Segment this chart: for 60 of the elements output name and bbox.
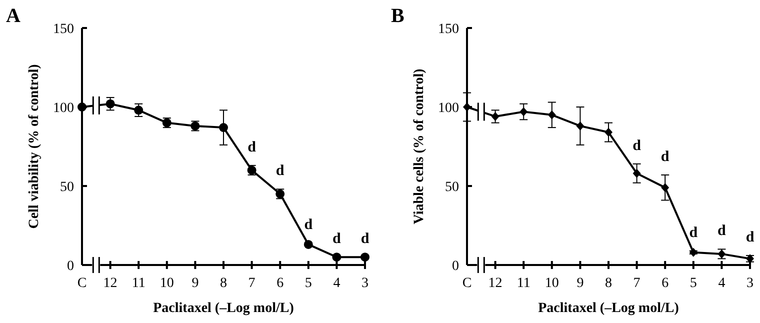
annotation: d [360, 231, 370, 248]
x-tick-label: 9 [576, 276, 584, 291]
point [689, 248, 698, 257]
point [134, 106, 144, 115]
y-axis-title: Viable cells (% of control) [412, 68, 427, 224]
y-tick-label: 100 [438, 100, 459, 116]
y-tick-label: 100 [53, 100, 74, 116]
point [576, 121, 584, 130]
y-tick-label: 150 [438, 22, 459, 37]
chart-title: B [391, 5, 404, 27]
y-tick-label: 0 [452, 258, 459, 274]
annotation: d [689, 224, 698, 241]
annotation: d [276, 163, 285, 180]
x-tick-label: 12 [488, 276, 502, 291]
x-tick-label: 7 [248, 276, 256, 291]
point [360, 252, 370, 262]
annotation: d [746, 230, 755, 246]
x-tick-label: 6 [662, 276, 669, 291]
x-tick-label: 3 [362, 276, 368, 291]
annotation: d [718, 223, 727, 240]
point [632, 168, 641, 178]
point [219, 123, 228, 132]
point [332, 252, 342, 262]
annotation: d [332, 231, 342, 248]
x-tick-label: 11 [516, 276, 530, 291]
x-tick-label: 12 [103, 276, 118, 291]
y-tick-label: 50 [60, 180, 74, 195]
point [661, 183, 670, 192]
point [106, 99, 115, 108]
y-axis-title: Cell viability (% of control) [27, 64, 42, 229]
annotation: d [248, 139, 257, 156]
chart-title: A [6, 5, 21, 27]
x-tick-label: 8 [605, 276, 612, 291]
annotation: d [632, 138, 642, 154]
x-tick-label: 4 [718, 276, 726, 291]
annotation: d [304, 216, 314, 233]
x-tick-label: 4 [333, 276, 340, 291]
point [604, 128, 612, 137]
x-tick-label: 6 [276, 276, 284, 291]
y-tick-label: 150 [53, 22, 74, 37]
x-tick-label: C [77, 276, 87, 291]
x-axis-title: Paclitaxel (–Log mol/L) [153, 301, 294, 316]
point [520, 107, 528, 116]
x-tick-label: 5 [304, 276, 312, 291]
point [548, 110, 556, 120]
x-tick-label: 10 [160, 276, 174, 291]
x-tick-label: 10 [544, 276, 559, 291]
x-tick-label: 8 [220, 276, 227, 291]
x-tick-label: 11 [132, 276, 146, 291]
x-tick-label: 7 [633, 276, 640, 291]
point [304, 240, 313, 249]
x-tick-label: 5 [690, 276, 697, 291]
x-tick-label: 3 [746, 276, 754, 291]
y-tick-label: 50 [445, 180, 459, 195]
x-tick-label: 9 [192, 276, 199, 291]
annotation: d [660, 148, 670, 165]
y-tick-label: 0 [67, 258, 74, 274]
x-tick-label: C [462, 276, 472, 291]
point [491, 112, 500, 121]
x-axis-title: Paclitaxel (–Log mol/L) [538, 301, 680, 316]
